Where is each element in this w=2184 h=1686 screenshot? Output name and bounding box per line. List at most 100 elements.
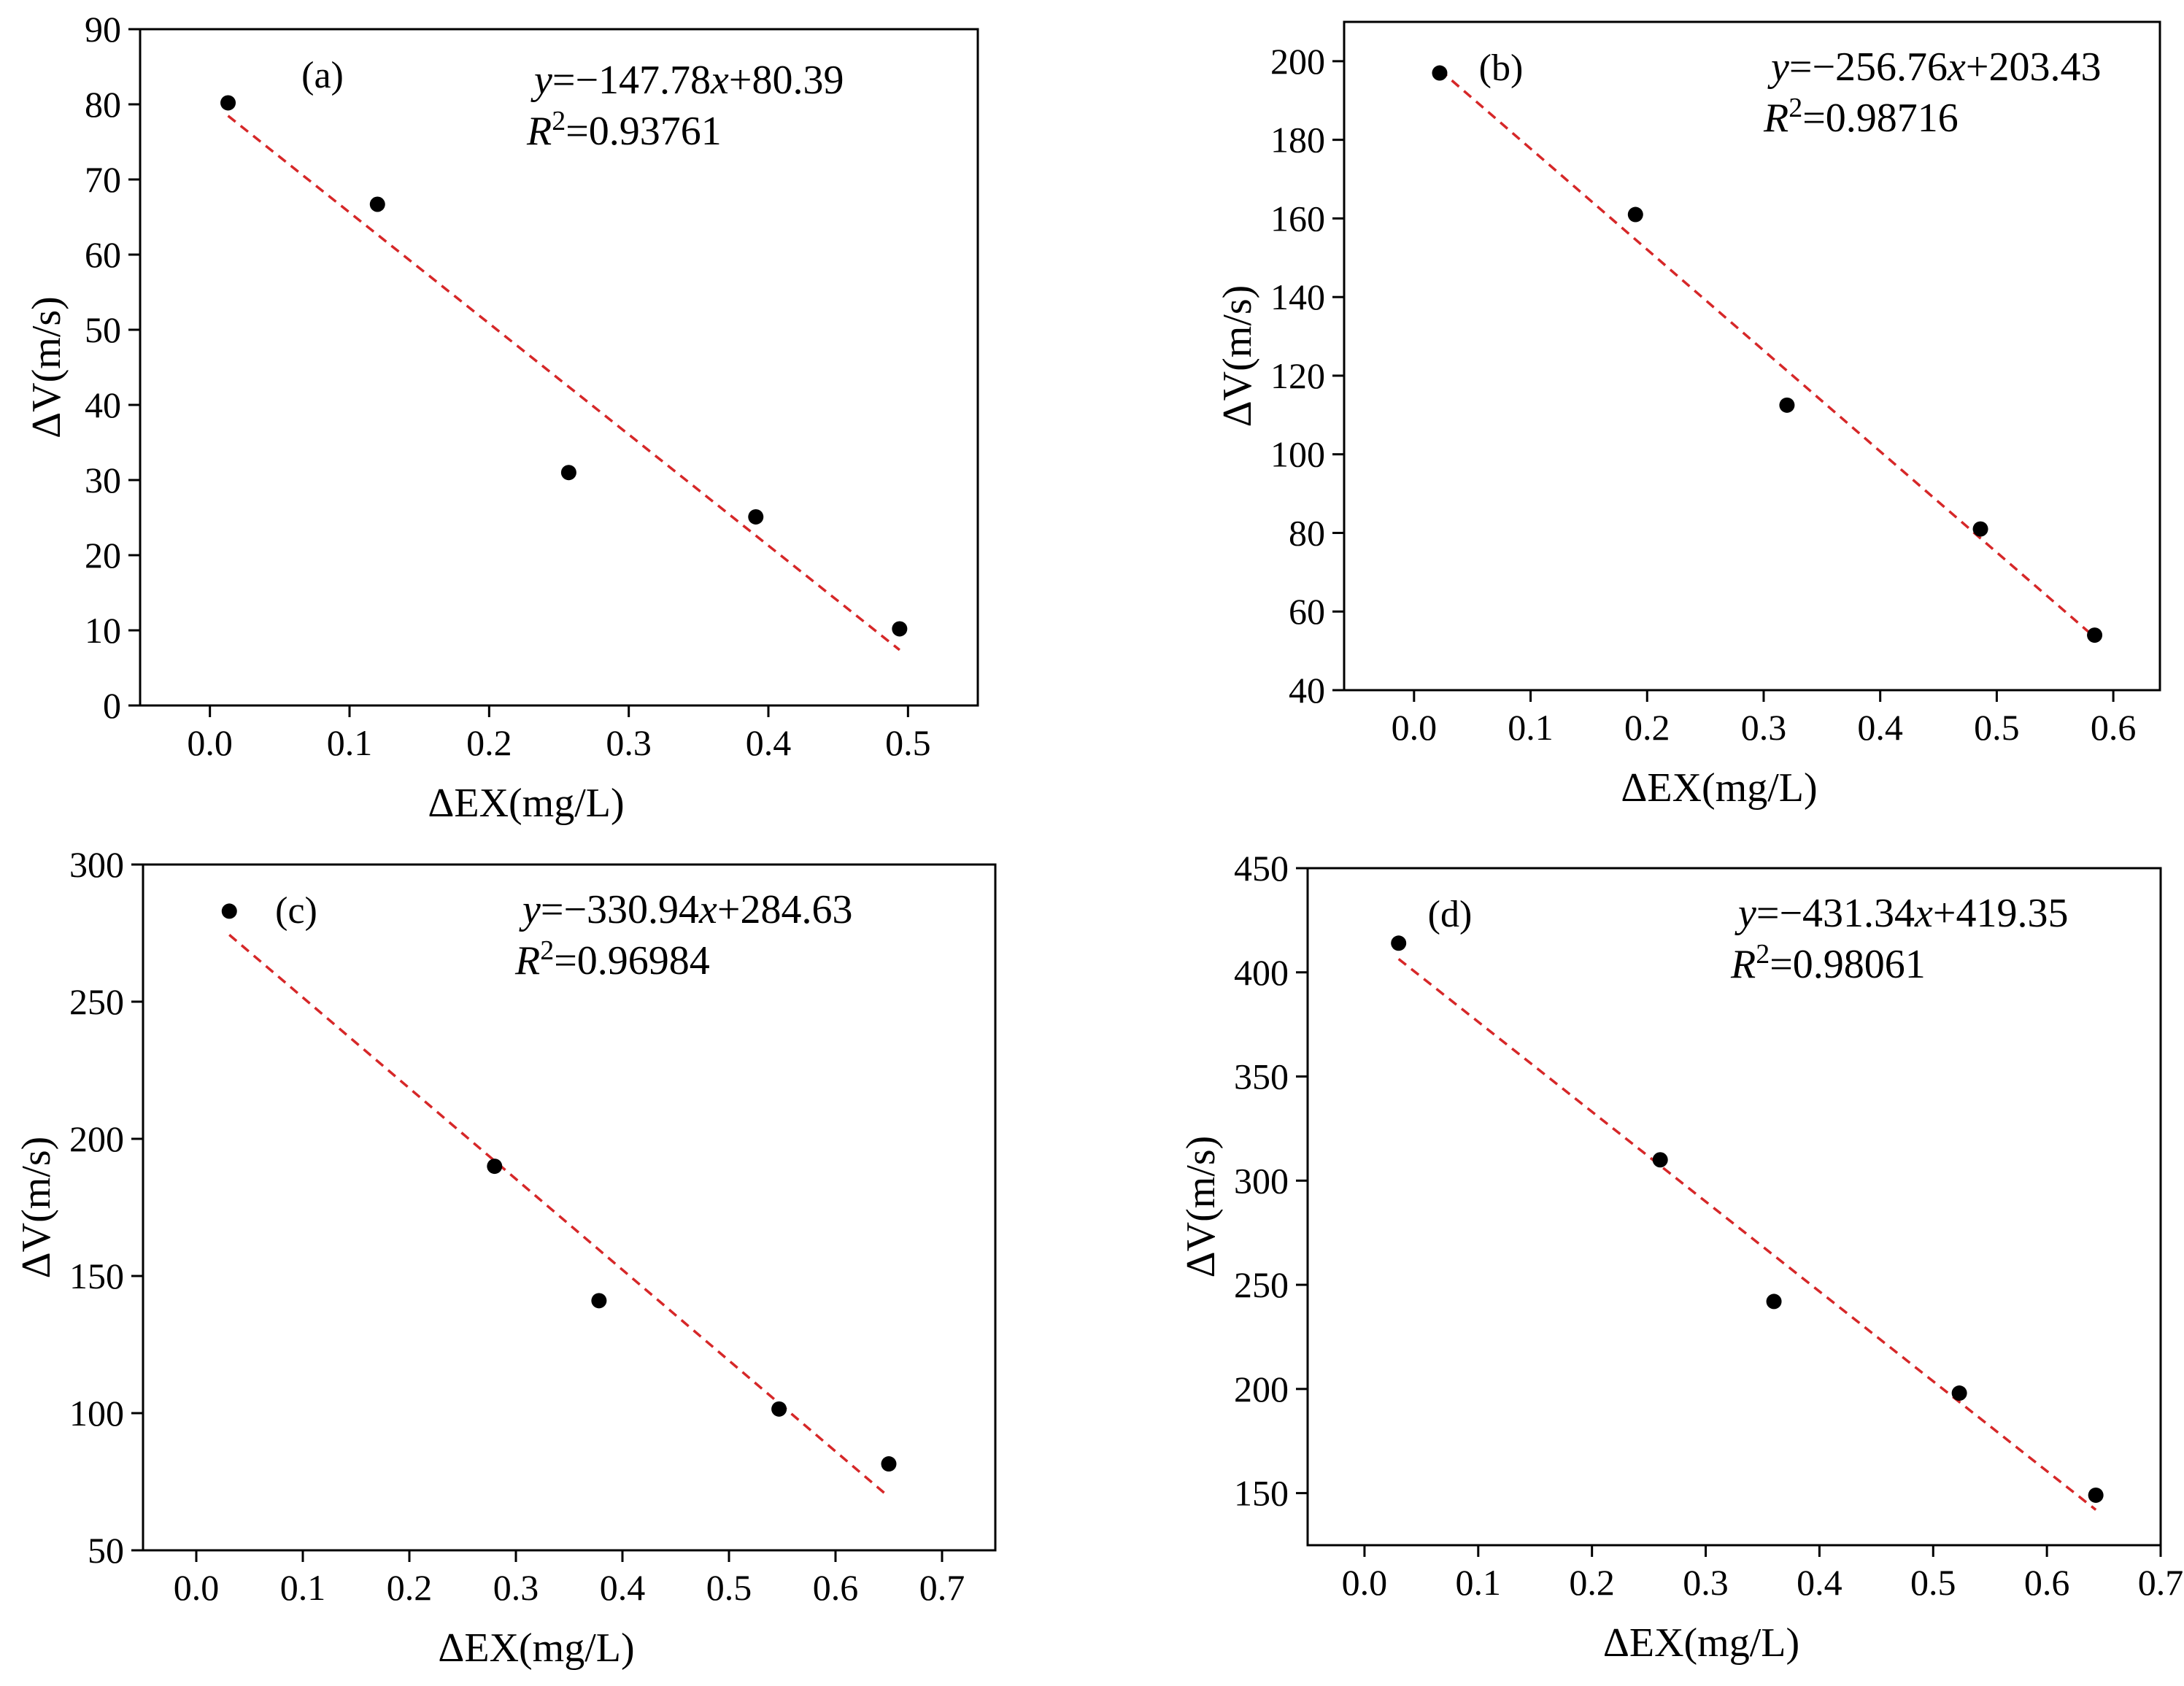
- y-axis-label: ΔV(m/s): [1178, 1136, 1224, 1278]
- data-point: [2088, 1487, 2104, 1503]
- fit-line: [227, 115, 900, 651]
- y-tick-label: 10: [85, 610, 121, 651]
- x-axis-label: ΔEX(mg/L): [438, 1625, 634, 1671]
- r-squared-exponent: 2: [1789, 93, 1802, 123]
- y-tick-label: 80: [1289, 512, 1325, 553]
- data-point: [771, 1401, 787, 1417]
- r-squared-var: R: [1763, 96, 1789, 141]
- fit-line: [1397, 958, 2097, 1511]
- x-tick-label: 0.0: [187, 722, 233, 763]
- x-tick-label: 0.6: [2024, 1562, 2070, 1603]
- y-tick-label: 40: [85, 384, 121, 425]
- y-tick-label: 150: [1234, 1473, 1289, 1514]
- x-tick-label: 0.2: [387, 1567, 433, 1608]
- r-squared-exponent: 2: [1756, 939, 1770, 970]
- y-tick-label: 350: [1234, 1056, 1289, 1097]
- fit-equation: y=−431.34x+419.35: [1735, 891, 2068, 936]
- y-tick-label: 200: [1234, 1369, 1289, 1409]
- x-tick-label: 0.0: [174, 1567, 220, 1608]
- r-squared-exponent: 2: [540, 935, 554, 966]
- x-tick-label: 0.3: [1683, 1562, 1729, 1603]
- y-tick-label: 450: [1234, 848, 1289, 889]
- data-point: [1972, 521, 1988, 537]
- y-axis-label: ΔV(m/s): [14, 1137, 59, 1279]
- x-tick-label: 0.7: [919, 1567, 965, 1608]
- x-tick-label: 0.4: [746, 722, 792, 763]
- x-axis-label: ΔEX(mg/L): [1603, 1620, 1799, 1666]
- r-squared-value: =0.93761: [566, 109, 722, 154]
- x-tick-label: 0.4: [600, 1567, 646, 1608]
- y-tick-label: 90: [85, 9, 121, 50]
- x-tick-label: 0.2: [466, 722, 512, 763]
- r-squared-var: R: [1730, 942, 1756, 987]
- data-point: [369, 196, 385, 212]
- y-tick-label: 140: [1270, 277, 1325, 317]
- x-tick-label: 0.1: [1508, 707, 1554, 748]
- data-point: [748, 508, 764, 525]
- y-tick-label: 100: [69, 1393, 124, 1434]
- fit-equation-part: y: [530, 58, 552, 103]
- fit-equation-part: x: [1947, 45, 1966, 90]
- x-axis-label: ΔEX(mg/L): [428, 781, 624, 826]
- y-tick-label: 200: [69, 1118, 124, 1159]
- data-point: [220, 95, 236, 111]
- r-squared-value: =0.96984: [554, 938, 710, 983]
- x-tick-label: 0.3: [606, 722, 652, 763]
- x-axis-label: ΔEX(mg/L): [1621, 765, 1817, 811]
- fit-equation-part: y: [1735, 891, 1756, 936]
- x-tick-label: 0.5: [885, 722, 931, 763]
- chart-panel-c: 0.0 0.1 0.2 0.3 0.4 0.5 0.6 0.7 50 100 150 200 250 30…: [14, 844, 997, 1671]
- y-tick-label: 60: [1289, 591, 1325, 632]
- y-tick-label: 300: [69, 844, 124, 885]
- plot-frame: [142, 863, 997, 1552]
- r-squared: R2=0.93761: [526, 106, 722, 154]
- data-point: [881, 1456, 897, 1472]
- fit-equation: y=−256.76x+203.43: [1767, 45, 2101, 90]
- chart-panel-b: 0.0 0.1 0.2 0.3 0.4 0.5 0.6 40 60 80 100 120 140 160 1…: [1215, 20, 2161, 811]
- panel-label: (b): [1479, 47, 1524, 89]
- fit-equation-part: +419.35: [1933, 891, 2069, 936]
- x-tick-label: 0.5: [1974, 707, 2020, 748]
- x-tick-label: 0.1: [327, 722, 373, 763]
- r-squared: R2=0.96984: [514, 935, 710, 983]
- y-tick-label: 200: [1270, 41, 1325, 82]
- data-point: [487, 1159, 503, 1175]
- y-tick-label: 100: [1270, 434, 1325, 475]
- x-tick-label: 0.0: [1342, 1562, 1388, 1603]
- r-squared-value: =0.98061: [1770, 942, 1926, 987]
- fit-equation-part: x: [698, 887, 717, 932]
- y-tick-label: 50: [85, 309, 121, 350]
- y-tick-label: 250: [1234, 1264, 1289, 1305]
- fit-equation-part: x: [1914, 891, 1933, 936]
- y-tick-label: 20: [85, 535, 121, 576]
- x-tick-label: 0.4: [1857, 707, 1903, 748]
- x-tick-label: 0.1: [1456, 1562, 1502, 1603]
- y-tick-label: 40: [1289, 670, 1325, 711]
- x-tick-label: 0.2: [1624, 707, 1670, 748]
- fit-equation-part: =−147.78: [552, 58, 711, 103]
- x-tick-label: 0.3: [493, 1567, 539, 1608]
- x-tick-label: 0.2: [1569, 1562, 1615, 1603]
- fit-equation: y=−147.78x+80.39: [530, 58, 844, 103]
- data-point: [591, 1293, 607, 1309]
- r-squared: R2=0.98716: [1763, 93, 1959, 141]
- fit-equation-part: y: [1767, 45, 1789, 90]
- fit-equation-part: +284.63: [717, 887, 853, 932]
- x-tick-label: 0.5: [706, 1567, 752, 1608]
- panel-label: (c): [275, 890, 317, 932]
- x-tick-label: 0.4: [1797, 1562, 1842, 1603]
- y-tick-label: 180: [1270, 120, 1325, 161]
- fit-equation-part: +80.39: [729, 58, 844, 103]
- y-tick-label: 250: [69, 981, 124, 1022]
- data-point: [1779, 397, 1795, 413]
- chart-panel-d: 0.0 0.1 0.2 0.3 0.4 0.5 0.6 0.7 150 200 250 300 350 4…: [1178, 848, 2183, 1666]
- chart-panel-a: 0.0 0.1 0.2 0.3 0.4 0.5 0 10 20 30 40 50 60 70 80 90 ΔEX…: [24, 9, 979, 826]
- y-tick-label: 150: [69, 1256, 124, 1296]
- fit-equation-part: +203.43: [1966, 45, 2102, 90]
- y-tick-label: 80: [85, 84, 121, 125]
- x-tick-label: 0.6: [2091, 707, 2137, 748]
- x-tick-label: 0.0: [1392, 707, 1438, 748]
- y-axis-label: ΔV(m/s): [24, 296, 69, 438]
- x-tick-label: 0.7: [2138, 1562, 2184, 1603]
